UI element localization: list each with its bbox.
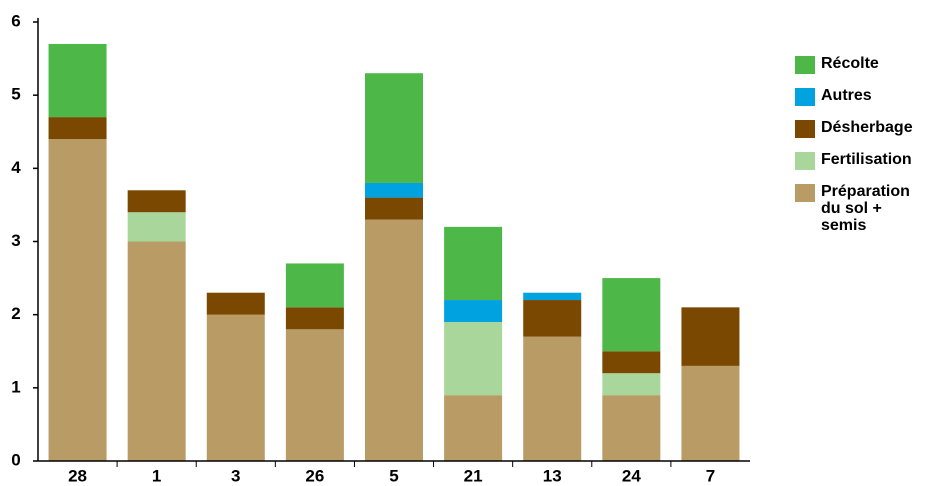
x-tick-label: 3 — [231, 466, 240, 485]
legend-item: Préparation du sol + semis — [795, 183, 943, 234]
legend-item: Autres — [795, 87, 943, 106]
y-tick-label: 0 — [11, 450, 20, 469]
y-tick-label: 5 — [11, 85, 20, 104]
bar-segment — [444, 395, 503, 461]
bar-segment — [681, 307, 740, 366]
legend-item: Fertilisation — [795, 151, 943, 170]
legend-swatch — [795, 120, 815, 138]
bar-segment — [365, 219, 423, 461]
legend-swatch — [795, 88, 815, 106]
bar-segment — [206, 314, 265, 461]
bar-segment — [602, 395, 661, 461]
bar-segment — [285, 263, 344, 308]
bar-segment — [127, 241, 186, 461]
x-tick-label: 24 — [622, 466, 641, 485]
x-tick-label: 13 — [543, 466, 562, 485]
x-tick-label: 1 — [152, 466, 161, 485]
legend-swatch — [795, 184, 815, 202]
x-tick-label: 5 — [389, 466, 398, 485]
legend-label: Préparation du sol + semis — [821, 183, 910, 234]
bar-segment — [48, 139, 107, 462]
bar-segment — [206, 292, 265, 315]
bar-segment — [444, 321, 503, 396]
bar-segment — [602, 278, 661, 352]
legend-item: Récolte — [795, 55, 943, 74]
legend-label: Fertilisation — [821, 151, 912, 168]
bar-segment — [365, 197, 423, 220]
legend: Récolte Autres Désherbage Fertilisation Prép… — [795, 55, 943, 247]
bar-segment — [444, 226, 503, 301]
bar-segment — [48, 117, 107, 140]
legend-swatch — [795, 152, 815, 170]
y-tick-label: 6 — [11, 11, 20, 30]
y-tick-label: 2 — [11, 304, 20, 323]
bar-segment — [127, 190, 186, 213]
bar-segment — [602, 373, 661, 396]
bar-segment — [444, 300, 503, 322]
legend-label: Récolte — [821, 55, 879, 72]
bar-segment — [523, 336, 582, 461]
y-tick-label: 4 — [11, 158, 21, 177]
y-tick-label: 3 — [11, 231, 20, 250]
legend-label: Désherbage — [821, 119, 913, 136]
bar-segment — [365, 182, 423, 198]
x-tick-label: 26 — [305, 466, 324, 485]
bar-segment — [523, 300, 582, 337]
y-tick-label: 1 — [11, 377, 20, 396]
bar-segment — [127, 212, 186, 242]
bar-segment — [602, 351, 661, 374]
bar-segment — [365, 73, 423, 183]
x-tick-label: 28 — [68, 466, 87, 485]
legend-label: Autres — [821, 87, 872, 104]
x-tick-label: 7 — [706, 466, 715, 485]
legend-item: Désherbage — [795, 119, 943, 138]
bar-segment — [523, 292, 582, 301]
bar-segment — [285, 329, 344, 461]
bar-segment — [681, 365, 740, 461]
bar-segment — [285, 307, 344, 330]
x-tick-label: 21 — [464, 466, 483, 485]
bar-segment — [48, 43, 107, 118]
legend-swatch — [795, 56, 815, 74]
